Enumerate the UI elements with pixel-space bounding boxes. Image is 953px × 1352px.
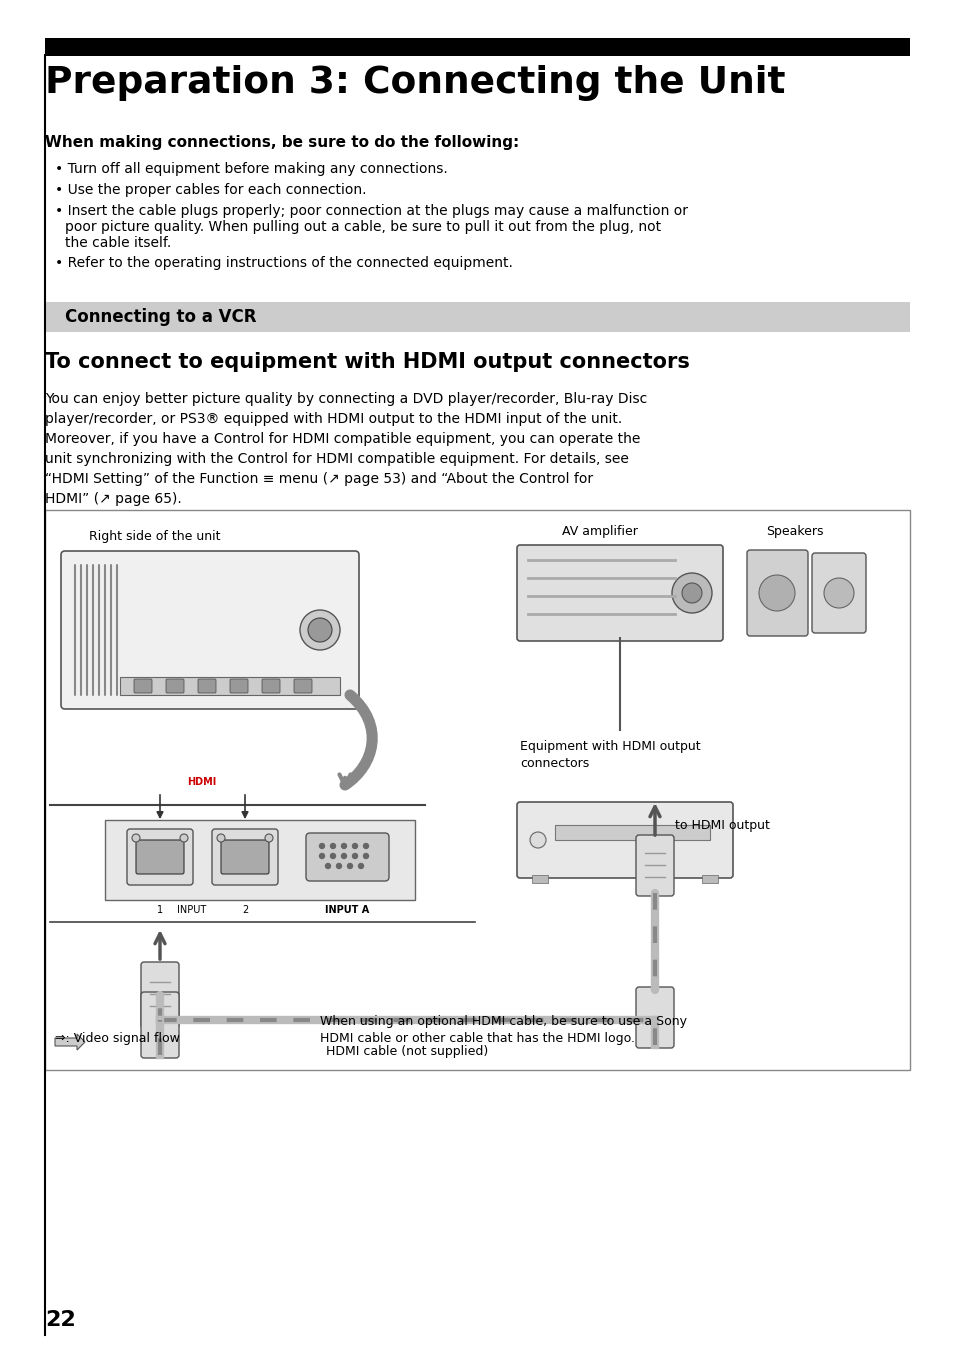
Bar bbox=[555, 825, 709, 840]
FancyBboxPatch shape bbox=[262, 679, 280, 694]
Bar bbox=[45, 38, 909, 55]
FancyBboxPatch shape bbox=[517, 545, 722, 641]
FancyBboxPatch shape bbox=[230, 679, 248, 694]
Text: Connecting to a VCR: Connecting to a VCR bbox=[65, 308, 256, 326]
FancyBboxPatch shape bbox=[141, 963, 179, 1028]
FancyBboxPatch shape bbox=[746, 550, 807, 635]
Text: poor picture quality. When pulling out a cable, be sure to pull it out from the : poor picture quality. When pulling out a… bbox=[65, 220, 660, 234]
Circle shape bbox=[347, 864, 352, 868]
Bar bbox=[45, 510, 909, 1069]
FancyBboxPatch shape bbox=[166, 679, 184, 694]
Text: HDMI cable (not supplied): HDMI cable (not supplied) bbox=[326, 1045, 488, 1059]
Circle shape bbox=[358, 864, 363, 868]
Text: • Refer to the operating instructions of the connected equipment.: • Refer to the operating instructions of… bbox=[55, 256, 513, 270]
Text: • Insert the cable plugs properly; poor connection at the plugs may cause a malf: • Insert the cable plugs properly; poor … bbox=[55, 204, 687, 218]
Text: ⇒: Video signal flow: ⇒: Video signal flow bbox=[55, 1032, 180, 1045]
Circle shape bbox=[759, 575, 794, 611]
FancyBboxPatch shape bbox=[136, 840, 184, 873]
Circle shape bbox=[132, 834, 140, 842]
FancyBboxPatch shape bbox=[636, 836, 673, 896]
Text: When using an optional HDMI cable, be sure to use a Sony
HDMI cable or other cab: When using an optional HDMI cable, be su… bbox=[319, 1015, 686, 1045]
Text: player/recorder, or PS3® equipped with HDMI output to the HDMI input of the unit: player/recorder, or PS3® equipped with H… bbox=[45, 412, 621, 426]
Circle shape bbox=[671, 573, 711, 612]
Text: INPUT: INPUT bbox=[177, 904, 207, 915]
Text: Preparation 3: Connecting the Unit: Preparation 3: Connecting the Unit bbox=[45, 65, 784, 101]
Polygon shape bbox=[55, 1034, 85, 1051]
Circle shape bbox=[325, 864, 330, 868]
Circle shape bbox=[352, 853, 357, 859]
Text: unit synchronizing with the Control for HDMI compatible equipment. For details, : unit synchronizing with the Control for … bbox=[45, 452, 628, 466]
Circle shape bbox=[681, 583, 701, 603]
Text: 22: 22 bbox=[45, 1310, 75, 1330]
Text: the cable itself.: the cable itself. bbox=[65, 237, 172, 250]
Bar bbox=[45, 301, 909, 333]
Circle shape bbox=[341, 844, 346, 849]
Circle shape bbox=[308, 618, 332, 642]
Text: Right side of the unit: Right side of the unit bbox=[90, 530, 220, 544]
FancyBboxPatch shape bbox=[141, 992, 179, 1059]
Circle shape bbox=[336, 864, 341, 868]
Circle shape bbox=[216, 834, 225, 842]
Bar bbox=[532, 875, 547, 883]
Text: • Use the proper cables for each connection.: • Use the proper cables for each connect… bbox=[55, 183, 366, 197]
Circle shape bbox=[265, 834, 273, 842]
Text: HDMI: HDMI bbox=[187, 777, 216, 787]
Text: “HDMI Setting” of the Function ≡ menu (↗ page 53) and “About the Control for: “HDMI Setting” of the Function ≡ menu (↗… bbox=[45, 472, 593, 485]
FancyBboxPatch shape bbox=[127, 829, 193, 886]
FancyBboxPatch shape bbox=[212, 829, 277, 886]
FancyBboxPatch shape bbox=[294, 679, 312, 694]
Circle shape bbox=[341, 853, 346, 859]
FancyBboxPatch shape bbox=[811, 553, 865, 633]
Text: • Turn off all equipment before making any connections.: • Turn off all equipment before making a… bbox=[55, 162, 447, 176]
Text: INPUT A: INPUT A bbox=[325, 904, 369, 915]
FancyBboxPatch shape bbox=[636, 987, 673, 1048]
Text: AV amplifier: AV amplifier bbox=[561, 525, 638, 538]
Text: to HDMI output: to HDMI output bbox=[675, 818, 769, 831]
Circle shape bbox=[319, 853, 324, 859]
Bar bbox=[120, 677, 339, 695]
Circle shape bbox=[319, 844, 324, 849]
FancyBboxPatch shape bbox=[61, 552, 358, 708]
Text: To connect to equipment with HDMI output connectors: To connect to equipment with HDMI output… bbox=[45, 352, 689, 372]
FancyBboxPatch shape bbox=[306, 833, 389, 882]
Text: Speakers: Speakers bbox=[765, 525, 822, 538]
Circle shape bbox=[330, 853, 335, 859]
FancyBboxPatch shape bbox=[198, 679, 215, 694]
Circle shape bbox=[330, 844, 335, 849]
Text: Equipment with HDMI output
connectors: Equipment with HDMI output connectors bbox=[519, 740, 700, 771]
Circle shape bbox=[363, 844, 368, 849]
Circle shape bbox=[299, 610, 339, 650]
Text: When making connections, be sure to do the following:: When making connections, be sure to do t… bbox=[45, 135, 518, 150]
FancyBboxPatch shape bbox=[517, 802, 732, 877]
Text: 1: 1 bbox=[157, 904, 163, 915]
FancyBboxPatch shape bbox=[133, 679, 152, 694]
Circle shape bbox=[530, 831, 545, 848]
Bar bbox=[105, 821, 415, 900]
Bar bbox=[701, 875, 718, 883]
Circle shape bbox=[823, 579, 853, 608]
Circle shape bbox=[180, 834, 188, 842]
FancyBboxPatch shape bbox=[221, 840, 269, 873]
Text: HDMI” (↗ page 65).: HDMI” (↗ page 65). bbox=[45, 492, 182, 506]
Circle shape bbox=[352, 844, 357, 849]
Text: You can enjoy better picture quality by connecting a DVD player/recorder, Blu-ra: You can enjoy better picture quality by … bbox=[45, 392, 646, 406]
Text: Moreover, if you have a Control for HDMI compatible equipment, you can operate t: Moreover, if you have a Control for HDMI… bbox=[45, 433, 639, 446]
Text: 2: 2 bbox=[242, 904, 248, 915]
Circle shape bbox=[363, 853, 368, 859]
